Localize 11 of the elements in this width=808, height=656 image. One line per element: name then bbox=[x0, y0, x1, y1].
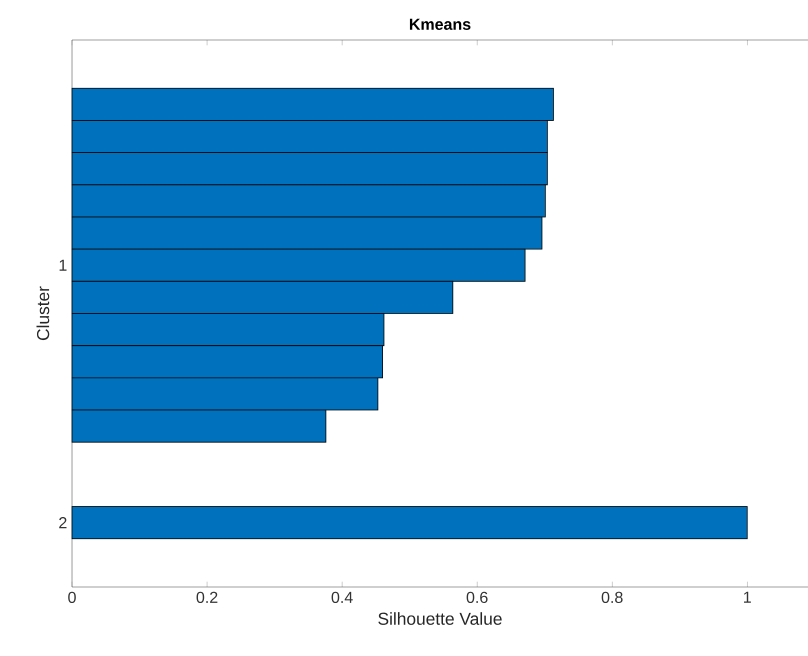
chart-title: Kmeans bbox=[410, 18, 470, 30]
x-tick-label: 0 bbox=[68, 592, 76, 604]
x-axis-title: Silhouette Value bbox=[378, 612, 502, 625]
x-tick-label: 0.2 bbox=[196, 592, 218, 604]
x-tick-label: 0.4 bbox=[332, 592, 353, 604]
y-axis-title: Cluster bbox=[36, 286, 50, 340]
bar bbox=[72, 506, 748, 540]
x-tick-label: 0.6 bbox=[466, 592, 488, 604]
y-tick-label: 2 bbox=[59, 517, 66, 528]
x-tick-label: 1 bbox=[744, 592, 751, 603]
x-tick-label: 0.8 bbox=[602, 592, 623, 604]
